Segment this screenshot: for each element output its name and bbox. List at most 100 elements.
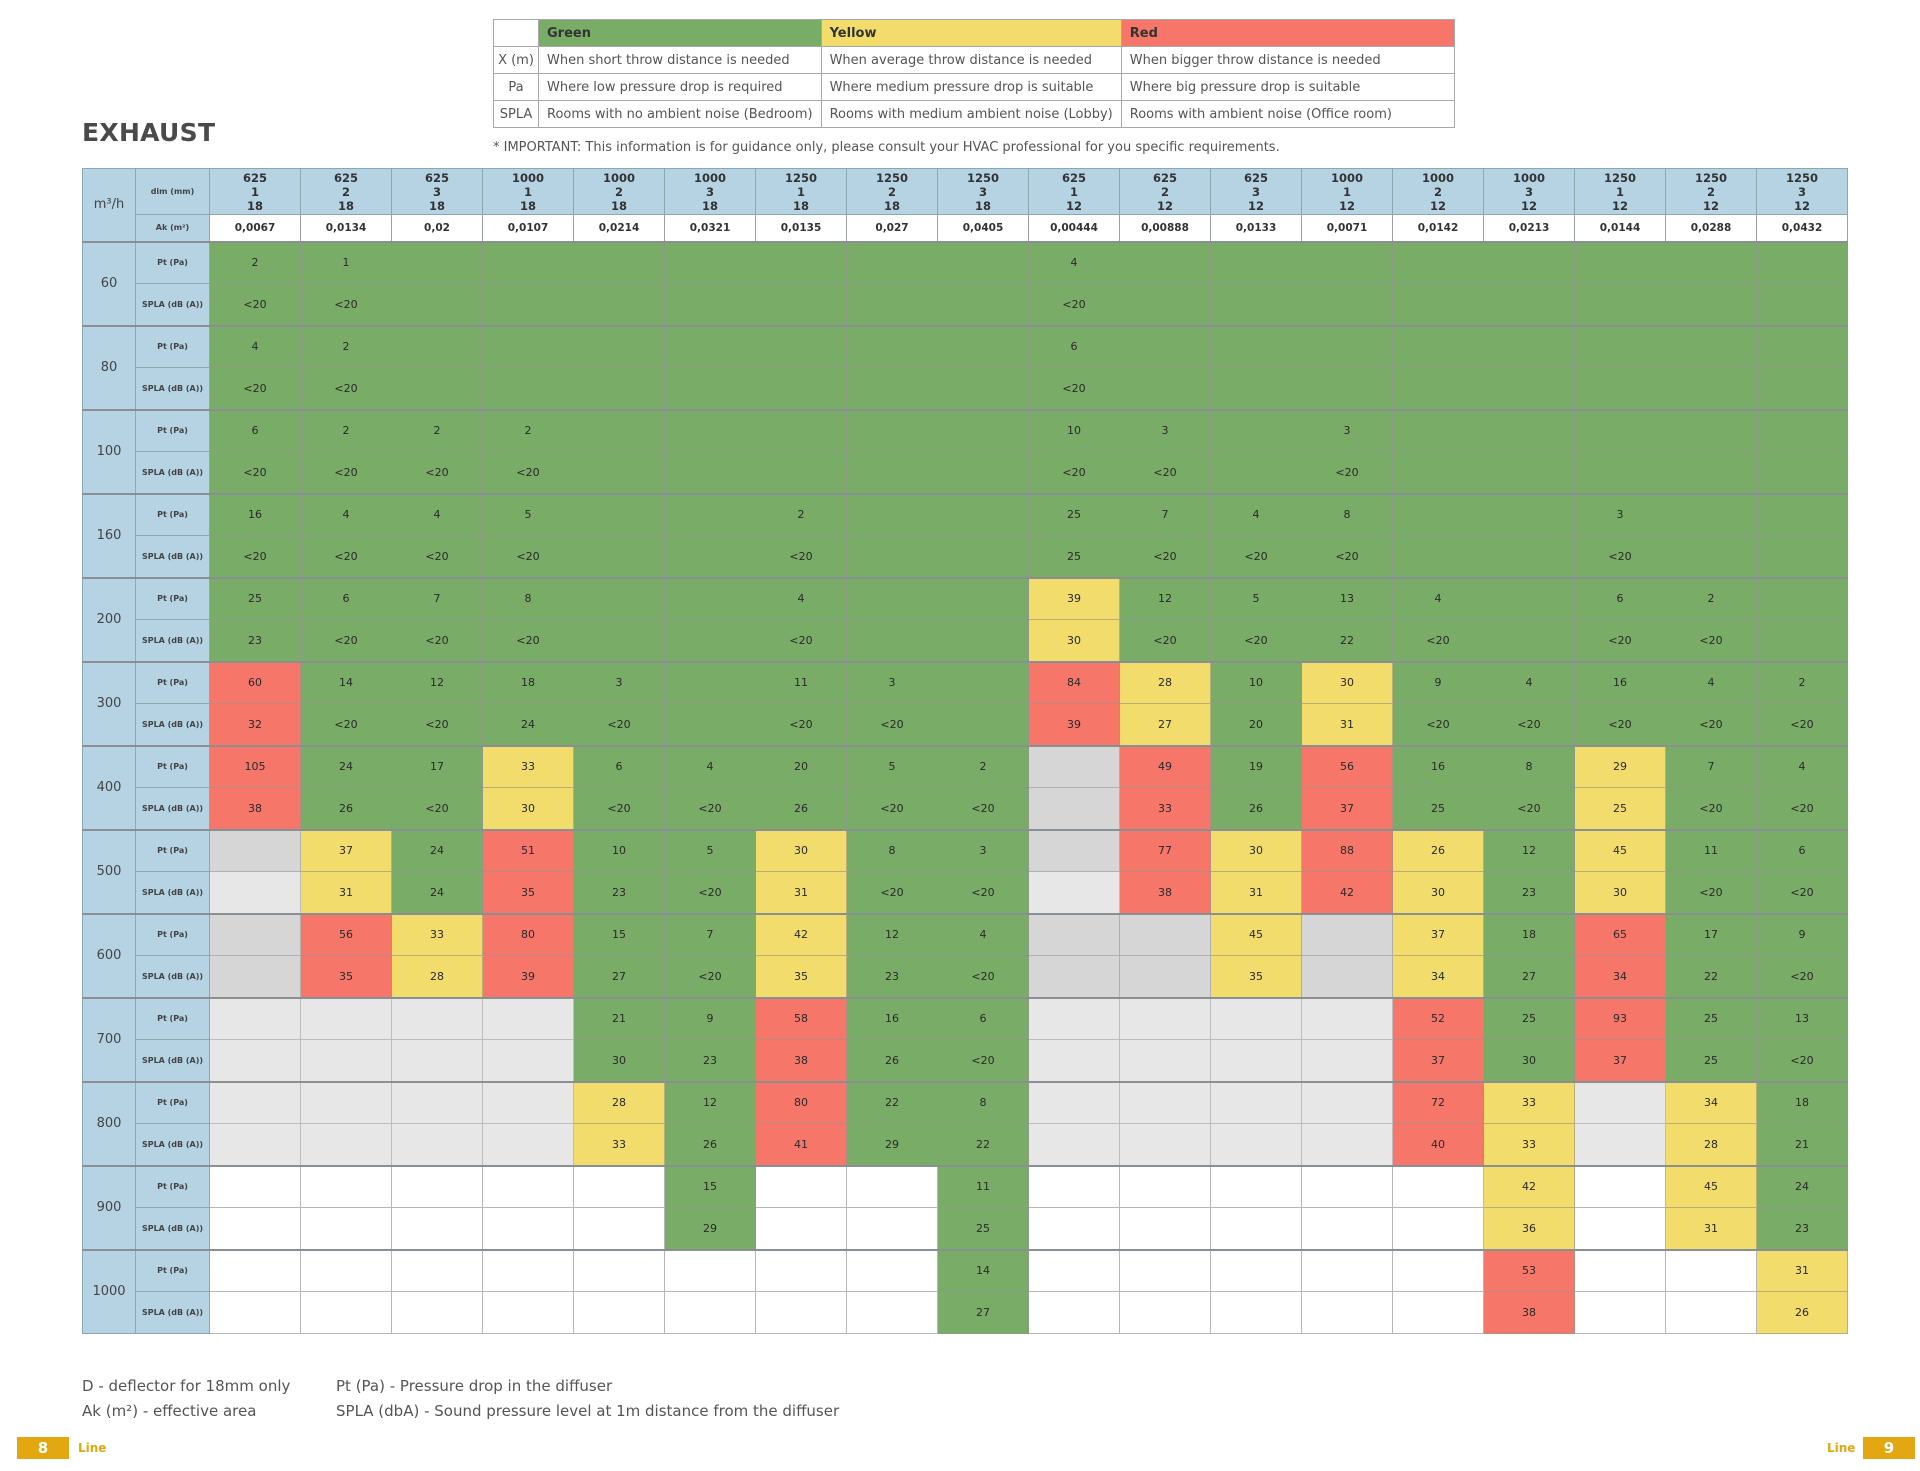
pressure-cell: 11 [1665, 828, 1757, 872]
spla-cell: <20 [573, 703, 665, 746]
pressure-cell [391, 1248, 483, 1292]
dimension-value: 1250 [1694, 170, 1727, 185]
pressure-cell: 8 [846, 828, 938, 872]
spla-cell [755, 1207, 847, 1250]
pressure-cell: 7 [391, 576, 483, 620]
pressure-cell: 56 [300, 912, 392, 956]
pressure-cell [1574, 1248, 1666, 1292]
pressure-cell [209, 1164, 301, 1208]
dimension-header-cell: 1250 3 12 [1756, 168, 1848, 215]
spla-cell [1119, 1039, 1211, 1082]
pressure-cell [846, 492, 938, 536]
spla-cell: <20 [664, 955, 756, 998]
airflow-cell: 400 [82, 744, 136, 830]
pressure-cell [1301, 324, 1393, 368]
pressure-cell [664, 324, 756, 368]
spla-cell: 25 [1574, 787, 1666, 830]
pt-label: Pt (Pa) [135, 1080, 210, 1124]
dimension-value: 625 [1152, 170, 1177, 185]
airflow-cell: 300 [82, 660, 136, 746]
pressure-cell [1756, 408, 1848, 452]
spla-cell [1483, 451, 1575, 494]
spla-cell: <20 [300, 283, 392, 326]
spla-cell [846, 367, 938, 410]
dimension-header-cell: 1250 3 18 [937, 168, 1029, 215]
pressure-cell [573, 1248, 665, 1292]
spla-cell [573, 535, 665, 578]
dimension-value: 12 [1611, 198, 1628, 213]
spla-cell: <20 [1028, 451, 1120, 494]
spla-cell [1392, 451, 1484, 494]
spla-cell [1392, 535, 1484, 578]
pressure-cell [1301, 1080, 1393, 1124]
pt-label: Pt (Pa) [135, 660, 210, 704]
pt-label: Pt (Pa) [135, 996, 210, 1040]
pressure-cell [300, 996, 392, 1040]
spla-cell [573, 367, 665, 410]
pressure-cell: 39 [1028, 576, 1120, 620]
spla-cell: 31 [1665, 1207, 1757, 1250]
spla-cell: 26 [300, 787, 392, 830]
spla-row: SPLA (dB (A)) 38 26 <20 30 <20 <20 26 <20 <20 33 26… [83, 787, 1848, 830]
spla-cell: 25 [1028, 535, 1120, 578]
pressure-row: 300 Pt (Pa) 60 14 12 18 3 11 3 84 28 10 30 9 4 16 4 2 [82, 660, 1848, 746]
pressure-cell: 33 [391, 912, 483, 956]
spla-cell: 29 [664, 1207, 756, 1250]
airflow-cell: 100 [82, 408, 136, 494]
spla-cell: <20 [664, 871, 756, 914]
dimension-value: 3 [978, 184, 987, 199]
spla-cell [1392, 1291, 1484, 1334]
pressure-cell: 5 [664, 828, 756, 872]
pressure-cell [1574, 324, 1666, 368]
pressure-cell: 3 [846, 660, 938, 704]
pressure-cell [1574, 408, 1666, 452]
pressure-cell: 3 [1119, 408, 1211, 452]
spla-cell: <20 [209, 451, 301, 494]
spla-cell [664, 367, 756, 410]
pressure-cell [755, 324, 847, 368]
spla-cell [1301, 1123, 1393, 1166]
spla-cell [209, 955, 301, 998]
spla-cell [1210, 451, 1302, 494]
important-note: * IMPORTANT: This information is for gui… [493, 140, 1280, 155]
footnote-deflector: D - deflector for 18mm only [82, 1377, 291, 1395]
spla-cell [937, 619, 1029, 662]
dimension-value: 2 [1706, 184, 1715, 199]
spla-cell [1210, 1291, 1302, 1334]
airflow-cell: 800 [82, 1080, 136, 1166]
pressure-cell: 4 [300, 492, 392, 536]
spla-cell: <20 [209, 367, 301, 410]
spla-cell: 36 [1483, 1207, 1575, 1250]
dimension-value: 12 [1702, 198, 1719, 213]
spla-cell [1028, 1291, 1120, 1334]
spla-cell [1028, 1123, 1120, 1166]
pressure-cell: 12 [391, 660, 483, 704]
spla-cell: 23 [209, 619, 301, 662]
spla-cell [209, 1207, 301, 1250]
spla-cell [755, 367, 847, 410]
spla-cell: 29 [846, 1123, 938, 1166]
spla-cell [1574, 1291, 1666, 1334]
pressure-cell: 22 [846, 1080, 938, 1124]
spla-cell [391, 1291, 483, 1334]
pressure-cell: 4 [209, 324, 301, 368]
spla-label: SPLA (dB (A)) [135, 871, 210, 914]
flow-unit-header: m³/h [82, 168, 136, 242]
pressure-cell [573, 408, 665, 452]
spla-cell [1301, 283, 1393, 326]
spla-cell: <20 [1665, 871, 1757, 914]
spla-cell [1210, 367, 1302, 410]
dimension-header-cell: 1000 3 12 [1483, 168, 1575, 215]
spla-cell: 32 [209, 703, 301, 746]
pressure-cell: 56 [1301, 744, 1393, 788]
pressure-cell: 11 [937, 1164, 1029, 1208]
spla-cell [391, 1123, 483, 1166]
spla-label: SPLA (dB (A)) [135, 283, 210, 326]
pressure-cell: 58 [755, 996, 847, 1040]
dimension-value: 1250 [1603, 170, 1636, 185]
footnote-effective-area: Ak (m²) - effective area [82, 1402, 257, 1420]
pressure-cell: 4 [1756, 744, 1848, 788]
legend-row-label: X (m) [493, 46, 539, 74]
spla-label: SPLA (dB (A)) [135, 1207, 210, 1250]
dimension-header-cell: 1250 2 18 [846, 168, 938, 215]
